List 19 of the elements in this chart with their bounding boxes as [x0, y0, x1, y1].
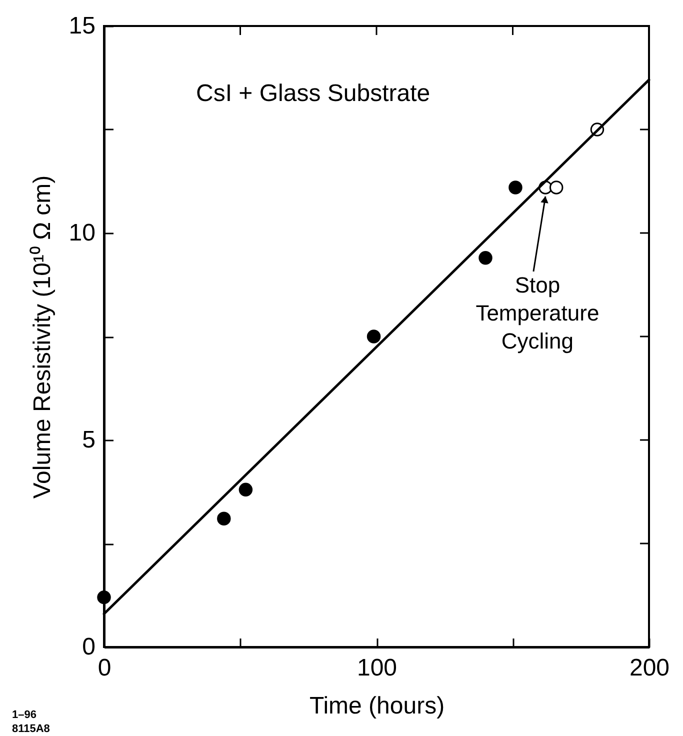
point: [97, 590, 111, 604]
point: [508, 180, 522, 194]
x-tick-label: 100: [356, 654, 398, 682]
x-tick-label: 200: [629, 654, 670, 682]
y-tick-label: 10: [68, 220, 96, 246]
point: [366, 330, 381, 344]
point: [478, 250, 492, 265]
annotation: Stop Temperature Cycling: [476, 272, 600, 354]
text: 8115A8: [12, 723, 50, 735]
y-tick-label: 15: [68, 12, 96, 40]
point: [549, 180, 564, 194]
text: 1–96: [12, 709, 36, 721]
y-axis-title: Volume Resistivity (10¹⁰ Ω cm): [28, 175, 56, 499]
y-tick-label: 5: [82, 426, 96, 454]
point: [217, 512, 231, 526]
point: [238, 482, 253, 497]
y-tick-label: 0: [82, 634, 96, 660]
annotation: CsI + Glass Substrate: [196, 80, 430, 107]
x-axis-title: Time (hours): [309, 692, 445, 720]
